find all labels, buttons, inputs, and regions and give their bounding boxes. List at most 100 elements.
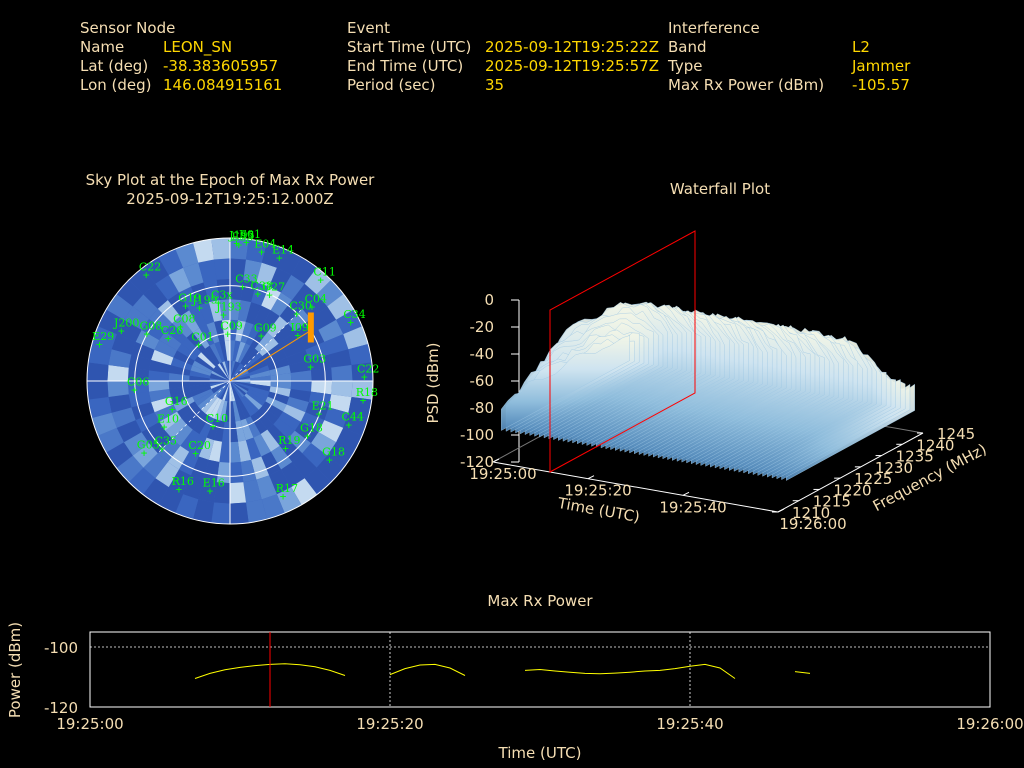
satellite-marker: + — [360, 394, 367, 407]
waterfall-zlabel: PSD (dBm) — [424, 342, 442, 423]
event-period-label: Period (sec) — [347, 76, 436, 94]
sky-heatmap-cell — [245, 302, 262, 325]
sky-heatmap-cell — [230, 381, 248, 394]
sky-heatmap-cell — [240, 418, 254, 441]
sky-heatmap-cell — [243, 259, 262, 283]
sky-heatmap-cell — [230, 381, 245, 398]
sky-heatmap-cell — [189, 305, 207, 328]
sky-heatmap-cell — [230, 373, 250, 381]
satellite-marker: + — [192, 447, 199, 460]
sky-heatmap-cell — [245, 437, 262, 460]
event-start-value: 2025-09-12T19:25:22Z — [485, 38, 659, 56]
satellite-label: E16 — [203, 477, 225, 490]
sensor-lat-label: Lat (deg) — [80, 57, 149, 75]
sky-heatmap-cell — [87, 381, 109, 400]
sky-heatmap-cell — [270, 445, 293, 470]
sky-heatmap-cell — [230, 360, 236, 381]
sky-heatmap-cell — [286, 396, 309, 413]
satellite-label: G27 — [262, 281, 285, 294]
sky-heatmap-cell — [123, 306, 149, 330]
sky-heatmap-cell — [158, 248, 184, 275]
satellite-label: C38 — [250, 279, 272, 292]
sky-heatmap-cell — [186, 332, 206, 353]
sky-heatmap-cell — [253, 305, 271, 328]
sky-heatmap-cell — [258, 405, 279, 425]
satellite-marker: + — [141, 446, 148, 459]
sky-heatmap-cell — [224, 360, 230, 381]
sky-heatmap-cell — [260, 429, 280, 452]
satellite-marker: + — [345, 418, 352, 431]
sky-heatmap-cell — [178, 451, 199, 476]
sky-heatmap-cell — [192, 327, 210, 349]
sky-heatmap-cell — [154, 340, 177, 358]
sky-heatmap-cell — [287, 308, 312, 332]
sky-heatmap-cell — [198, 302, 215, 325]
sky-heatmap-cell — [159, 331, 182, 351]
sky-heatmap-cell — [206, 418, 220, 441]
sky-heatmap-cell — [203, 459, 220, 483]
satellite-marker: + — [347, 316, 354, 329]
sky-heatmap-cell — [186, 409, 206, 430]
sky-heatmap-cell — [318, 420, 344, 443]
interference-type-value: Jammer — [852, 57, 911, 75]
sky-heatmap-cell — [157, 438, 181, 463]
sky-heatmap-cell — [230, 375, 251, 381]
sky-heatmap-cell — [245, 416, 261, 438]
sky-heatmap-cell — [157, 299, 181, 324]
sky-heatmap-cell — [249, 383, 271, 392]
sky-heatmap-cell — [222, 421, 230, 443]
sky-heatmap-cell — [91, 412, 117, 436]
sky-heatmap-cell — [107, 381, 129, 397]
sky-heatmap-cell — [230, 299, 241, 321]
sky-heatmap-cell — [194, 356, 214, 371]
sky-heatmap-cell — [311, 432, 337, 456]
sky-heatmap-cell — [206, 321, 220, 344]
maxrx-y-ticklabel-1: -120 — [44, 699, 78, 717]
waterfall-x-tick — [682, 491, 690, 496]
sky-heatmap-cell — [230, 258, 246, 280]
sky-heatmap-cell — [151, 349, 174, 366]
sky-heatmap-cell — [199, 324, 215, 346]
sky-heatmap-cell — [190, 282, 209, 306]
sky-heatmap-cell — [265, 350, 287, 366]
sky-heatmap-cell — [141, 421, 166, 444]
sky-heatmap-cell — [148, 308, 173, 332]
sky-grid — [86, 237, 374, 525]
sky-heatmap-cell — [216, 278, 230, 300]
satellite-marker: + — [224, 327, 231, 340]
sky-heatmap-cell — [230, 340, 236, 361]
sky-heatmap-cell — [192, 360, 213, 374]
sky-heatmap-cell — [251, 282, 270, 306]
satellite-e16: +E16 — [203, 477, 225, 498]
sky-heatmap-cell — [88, 343, 112, 366]
sky-heatmap-cell — [289, 359, 312, 374]
satellite-marker: + — [220, 309, 227, 322]
sky-heatmap-cell — [165, 323, 187, 344]
satellite-label: I09 — [290, 321, 308, 334]
sky-heatmap-cell — [209, 375, 230, 381]
sky-heatmap-cell — [230, 462, 244, 484]
sky-heatmap-cell — [167, 445, 190, 470]
sky-heatmap-cell — [250, 413, 268, 435]
sky-heatmap-cell — [224, 381, 230, 402]
sky-heatmap-cell — [232, 400, 241, 422]
satellite-marker: + — [326, 453, 333, 466]
sky-heatmap-cell — [154, 404, 177, 422]
satellite-j193: +J193 — [215, 301, 241, 322]
sky-heatmap-cell — [135, 412, 160, 433]
satellite-label: J193 — [215, 301, 241, 314]
sky-heatmap-cell — [141, 318, 166, 341]
sky-heatmap-cell — [327, 442, 354, 469]
sky-heatmap-cell — [219, 400, 228, 422]
satellite-g18: +G18 — [300, 422, 323, 443]
satellite-r17: +R17 — [276, 482, 298, 503]
satellite-c22b: +C22 — [357, 362, 379, 383]
sky-heatmap-cell — [270, 381, 292, 389]
sensor-name-label: Name — [80, 38, 125, 56]
satellite-c44: +C44 — [341, 410, 363, 431]
sky-heatmap-cell — [142, 257, 169, 284]
sky-heatmap-cell — [291, 257, 318, 284]
sky-heatmap-cell — [235, 399, 246, 421]
waterfall-y-ticklabel-3: 1225 — [854, 470, 892, 488]
satellite-label: C22 — [139, 261, 161, 274]
